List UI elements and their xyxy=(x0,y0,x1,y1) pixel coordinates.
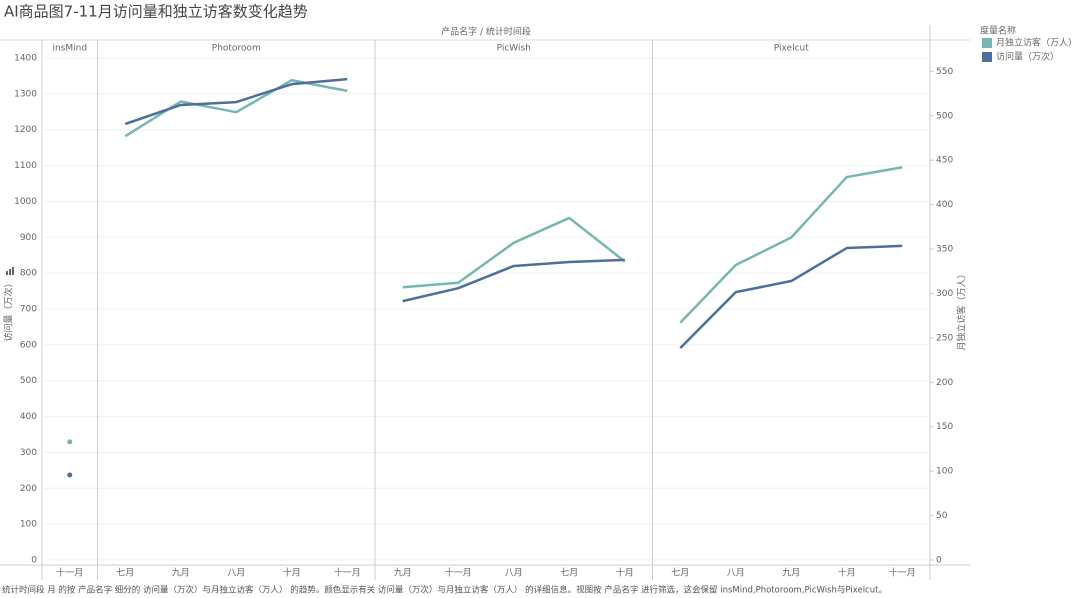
y-axis-label: 访问量（万次） xyxy=(3,278,15,341)
x-tick-label: 十一月 xyxy=(445,567,472,579)
x-tick-label: 七月 xyxy=(671,568,689,579)
series-line xyxy=(679,244,903,349)
legend-swatch xyxy=(982,38,992,48)
y2-tick-label: 300 xyxy=(936,289,953,299)
y-tick-label: 1200 xyxy=(14,125,37,135)
panel-title: Pixelcut xyxy=(774,44,809,54)
series-line xyxy=(124,78,348,138)
y-tick-label: 900 xyxy=(20,233,37,243)
y-tick-label: 1400 xyxy=(14,54,37,64)
y-tick-label: 0 xyxy=(31,556,37,566)
footnote: 统计时间段 月 的按 产品名字 细分的 访问量（万次）与月独立访客（万人） 的趋… xyxy=(2,585,887,596)
y-tick-label: 500 xyxy=(20,376,37,386)
y-tick-label: 700 xyxy=(20,305,37,315)
x-tick-label: 十一月 xyxy=(56,567,83,579)
panel-title: insMind xyxy=(52,44,87,54)
y-tick-label: 1100 xyxy=(14,161,37,171)
y2-tick-label: 350 xyxy=(936,245,953,255)
x-tick-label: 十月 xyxy=(616,567,634,579)
data-point xyxy=(67,472,73,478)
y-tick-label: 400 xyxy=(20,412,37,422)
axis-icon xyxy=(6,267,14,275)
y2-tick-label: 200 xyxy=(936,378,953,388)
chart-title: AI商品图7-11月访问量和独立访客数变化趋势 xyxy=(4,3,308,21)
panel-title: PicWish xyxy=(497,44,531,54)
series-line xyxy=(124,77,348,126)
x-tick-label: 八月 xyxy=(227,568,245,579)
x-tick-label: 十月 xyxy=(838,567,856,579)
panel-title: Photoroom xyxy=(212,44,261,54)
y-tick-label: 200 xyxy=(20,484,37,494)
y2-tick-label: 100 xyxy=(936,467,953,477)
y2-tick-label: 400 xyxy=(936,200,953,210)
x-tick-label: 九月 xyxy=(394,568,412,579)
x-tick-label: 九月 xyxy=(782,568,800,579)
x-tick-label: 十一月 xyxy=(334,567,361,579)
data-point xyxy=(67,439,73,445)
x-tick-label: 九月 xyxy=(172,568,190,579)
y2-tick-label: 550 xyxy=(936,67,953,77)
x-tick-label: 十月 xyxy=(283,567,301,579)
y2-tick-label: 0 xyxy=(936,556,942,566)
facet-title: 产品名字 / 统计时间段 xyxy=(441,26,531,38)
y-tick-label: 800 xyxy=(20,269,37,279)
series-line xyxy=(402,258,625,303)
y2-tick-label: 50 xyxy=(936,511,948,521)
y2-axis-label: 月独立访客（万人） xyxy=(956,269,968,350)
y-tick-label: 1300 xyxy=(14,89,37,99)
y2-tick-label: 250 xyxy=(936,333,953,343)
x-tick-label: 七月 xyxy=(560,568,578,579)
y-tick-label: 600 xyxy=(20,340,37,350)
y2-tick-label: 150 xyxy=(936,422,953,432)
x-tick-label: 十一月 xyxy=(889,567,916,579)
legend-title: 度量名称 xyxy=(980,25,1016,37)
y-tick-label: 300 xyxy=(20,448,37,458)
legend-label: 访问量（万次） xyxy=(996,51,1059,63)
y-tick-label: 100 xyxy=(20,520,37,530)
legend-swatch xyxy=(982,52,992,62)
x-tick-label: 八月 xyxy=(505,568,523,579)
y-tick-label: 1000 xyxy=(14,197,37,207)
y2-tick-label: 450 xyxy=(936,156,953,166)
x-tick-label: 八月 xyxy=(727,568,745,579)
legend-label: 月独立访客（万人） xyxy=(996,37,1077,49)
series-line xyxy=(679,166,903,324)
x-tick-label: 七月 xyxy=(116,568,134,579)
series-line xyxy=(402,216,626,289)
y2-tick-label: 500 xyxy=(936,111,953,121)
